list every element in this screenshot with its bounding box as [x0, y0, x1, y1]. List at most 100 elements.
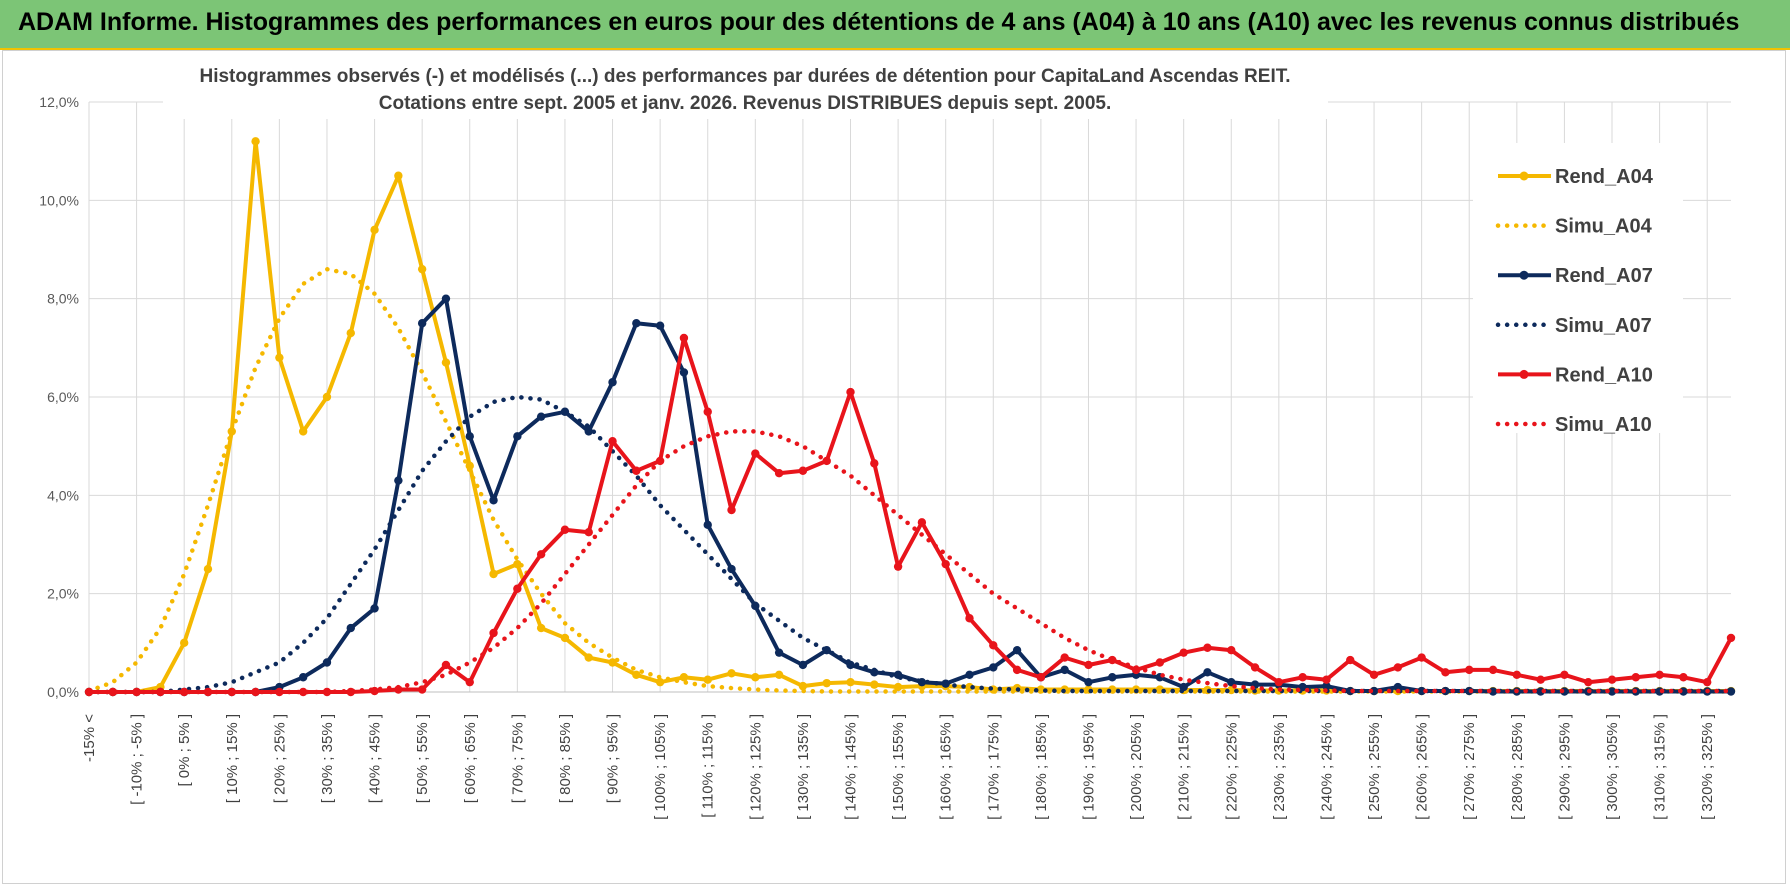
data-point-rend-a10 [703, 407, 712, 416]
x-tick-label: [ 50% ; 55% ] [414, 714, 431, 803]
series-line-simu-a07 [86, 394, 1734, 695]
data-point-rend-a04 [679, 673, 689, 682]
x-tick-label: [ 250% ; 255% ] [1366, 714, 1383, 820]
data-point-rend-a04 [298, 427, 308, 436]
data-point-rend-a04 [441, 358, 451, 367]
data-point-rend-a07 [703, 520, 712, 530]
x-tick-label: [ 140% ; 145% ] [843, 714, 860, 820]
data-point-rend-a10 [1369, 670, 1379, 679]
data-point-rend-a10 [798, 466, 808, 475]
legend-label-simu-a07: Simu_A07 [1555, 315, 1652, 337]
y-tick-label: 12,0% [39, 94, 79, 110]
data-point-rend-a10 [1655, 670, 1664, 679]
data-point-rend-a10 [1179, 648, 1188, 657]
data-point-rend-a07 [536, 412, 546, 421]
data-point-rend-a10 [1584, 677, 1593, 687]
data-point-rend-a10 [1631, 673, 1641, 682]
x-tick-label: [ 180% ; 185% ] [1033, 714, 1050, 820]
data-point-rend-a10 [917, 518, 927, 527]
data-point-rend-a10 [1703, 677, 1712, 687]
data-point-rend-a07 [1322, 681, 1331, 691]
data-point-rend-a07 [1417, 686, 1426, 696]
x-tick-label: [ 90% ; 95% ] [605, 714, 622, 803]
y-tick-label: 10,0% [39, 192, 79, 208]
y-tick-label: 6,0% [47, 389, 79, 405]
data-point-rend-a04 [275, 353, 284, 362]
data-point-rend-a10 [1203, 643, 1212, 652]
data-point-rend-a04 [655, 677, 665, 687]
x-tick-label: [ 200% ; 205% ] [1128, 714, 1145, 820]
x-tick-label: -15% < [81, 714, 98, 762]
data-point-rend-a10 [1012, 665, 1022, 675]
data-point-rend-a10 [846, 387, 855, 397]
data-point-rend-a10 [465, 677, 474, 687]
data-point-rend-a04 [370, 225, 379, 235]
data-point-rend-a10 [1417, 653, 1426, 662]
chart-title-line2: Cotations entre sept. 2005 et janv. 2026… [379, 93, 1111, 114]
chart: 0,0% 2,0% 4,0% 6,0% 8,0% 10,0% 12,0% -15% < [ -… [39, 59, 1736, 820]
data-point-rend-a10 [1084, 660, 1093, 670]
legend-marker-rend-a04 [1519, 171, 1529, 181]
x-tick-label: [ 0% ; 5% ] [176, 714, 193, 787]
data-point-rend-a10 [1536, 675, 1545, 684]
data-point-rend-a10 [108, 687, 117, 697]
data-point-rend-a04 [893, 682, 903, 692]
data-point-rend-a07 [584, 427, 593, 436]
chart-frame: 0,0% 2,0% 4,0% 6,0% 8,0% 10,0% 12,0% -15% < [ -… [2, 50, 1786, 884]
chart-title-line1: Histogrammes observés (-) et modélisés (… [199, 66, 1290, 87]
data-point-rend-a10 [1560, 670, 1569, 679]
data-point-rend-a10 [513, 584, 522, 593]
x-tick-label: [ 30% ; 35% ] [319, 714, 336, 803]
data-point-rend-a10 [1298, 673, 1307, 682]
data-point-rend-a04 [346, 328, 355, 338]
legend-marker-rend-a10 [1519, 369, 1529, 379]
x-tick-label: [ 100% ; 105% ] [652, 714, 669, 820]
x-tick-label: [ 230% ; 235% ] [1271, 714, 1288, 820]
x-tick-label: [ 240% ; 245% ] [1318, 714, 1335, 820]
legend-label-simu-a10: Simu_A10 [1555, 414, 1652, 436]
data-point-rend-a04 [179, 638, 189, 648]
data-point-rend-a10 [1250, 663, 1260, 672]
data-point-rend-a10 [417, 685, 427, 694]
y-tick-label: 8,0% [47, 291, 79, 307]
data-point-rend-a10 [632, 466, 641, 475]
data-point-rend-a04 [584, 653, 593, 662]
data-point-rend-a10 [1465, 665, 1474, 675]
banner-title: ADAM Informe. Histogrammes des performan… [18, 8, 1740, 36]
x-tick-label: [ 40% ; 45% ] [367, 714, 384, 803]
x-tick-label: [ 320% ; 325% ] [1699, 714, 1716, 820]
data-point-rend-a10 [441, 660, 451, 670]
data-point-rend-a07 [632, 319, 641, 328]
series-line-simu-a10 [86, 429, 1734, 695]
data-point-rend-a07 [798, 660, 808, 670]
data-point-rend-a10 [1060, 653, 1069, 662]
x-tick-label: [ 210% ; 215% ] [1176, 714, 1193, 820]
x-tick-label: [ 290% ; 295% ] [1556, 714, 1573, 820]
data-point-rend-a07 [655, 321, 665, 330]
data-point-rend-a10 [893, 562, 903, 571]
legend-label-rend-a10: Rend_A10 [1555, 364, 1653, 386]
data-point-rend-a07 [465, 432, 474, 441]
data-point-rend-a10 [727, 505, 736, 515]
x-tick-label: [ 300% ; 305% ] [1604, 714, 1621, 820]
data-point-rend-a10 [1488, 665, 1498, 675]
data-point-rend-a04 [489, 569, 498, 579]
data-point-rend-a04 [203, 564, 213, 574]
x-tick-label: [ 80% ; 85% ] [557, 714, 574, 803]
x-tick-label: [ 280% ; 285% ] [1509, 714, 1526, 820]
data-point-rend-a04 [560, 633, 570, 643]
data-point-rend-a07 [513, 432, 522, 441]
legend-marker-rend-a07 [1519, 270, 1529, 280]
x-axis: -15% < [ -10% ; -5% ] [ 0% ; 5% ] [ 10% ; 1… [81, 691, 1731, 820]
data-point-rend-a04 [417, 264, 427, 274]
data-point-rend-a10 [1393, 663, 1403, 672]
data-point-rend-a10 [608, 437, 617, 446]
data-point-rend-a04 [774, 670, 784, 679]
data-point-rend-a10 [1274, 677, 1284, 687]
x-tick-label: [ 120% ; 125% ] [747, 714, 764, 820]
x-tick-label: [ 220% ; 225% ] [1223, 714, 1240, 820]
data-point-rend-a04 [751, 673, 760, 682]
data-point-rend-a07 [489, 496, 498, 505]
data-point-rend-a04 [798, 681, 808, 691]
data-point-rend-a07 [322, 658, 332, 667]
